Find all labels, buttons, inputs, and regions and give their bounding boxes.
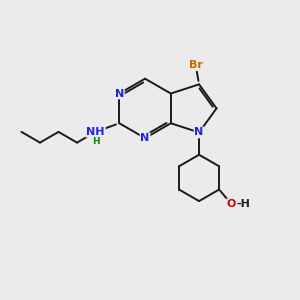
Text: O: O <box>227 199 236 209</box>
Text: N: N <box>115 88 124 98</box>
Text: N: N <box>194 128 204 137</box>
Text: H: H <box>92 137 100 146</box>
Text: -H: -H <box>236 199 250 209</box>
Text: NH: NH <box>86 127 105 137</box>
Text: N: N <box>140 133 150 143</box>
Text: Br: Br <box>189 60 203 70</box>
